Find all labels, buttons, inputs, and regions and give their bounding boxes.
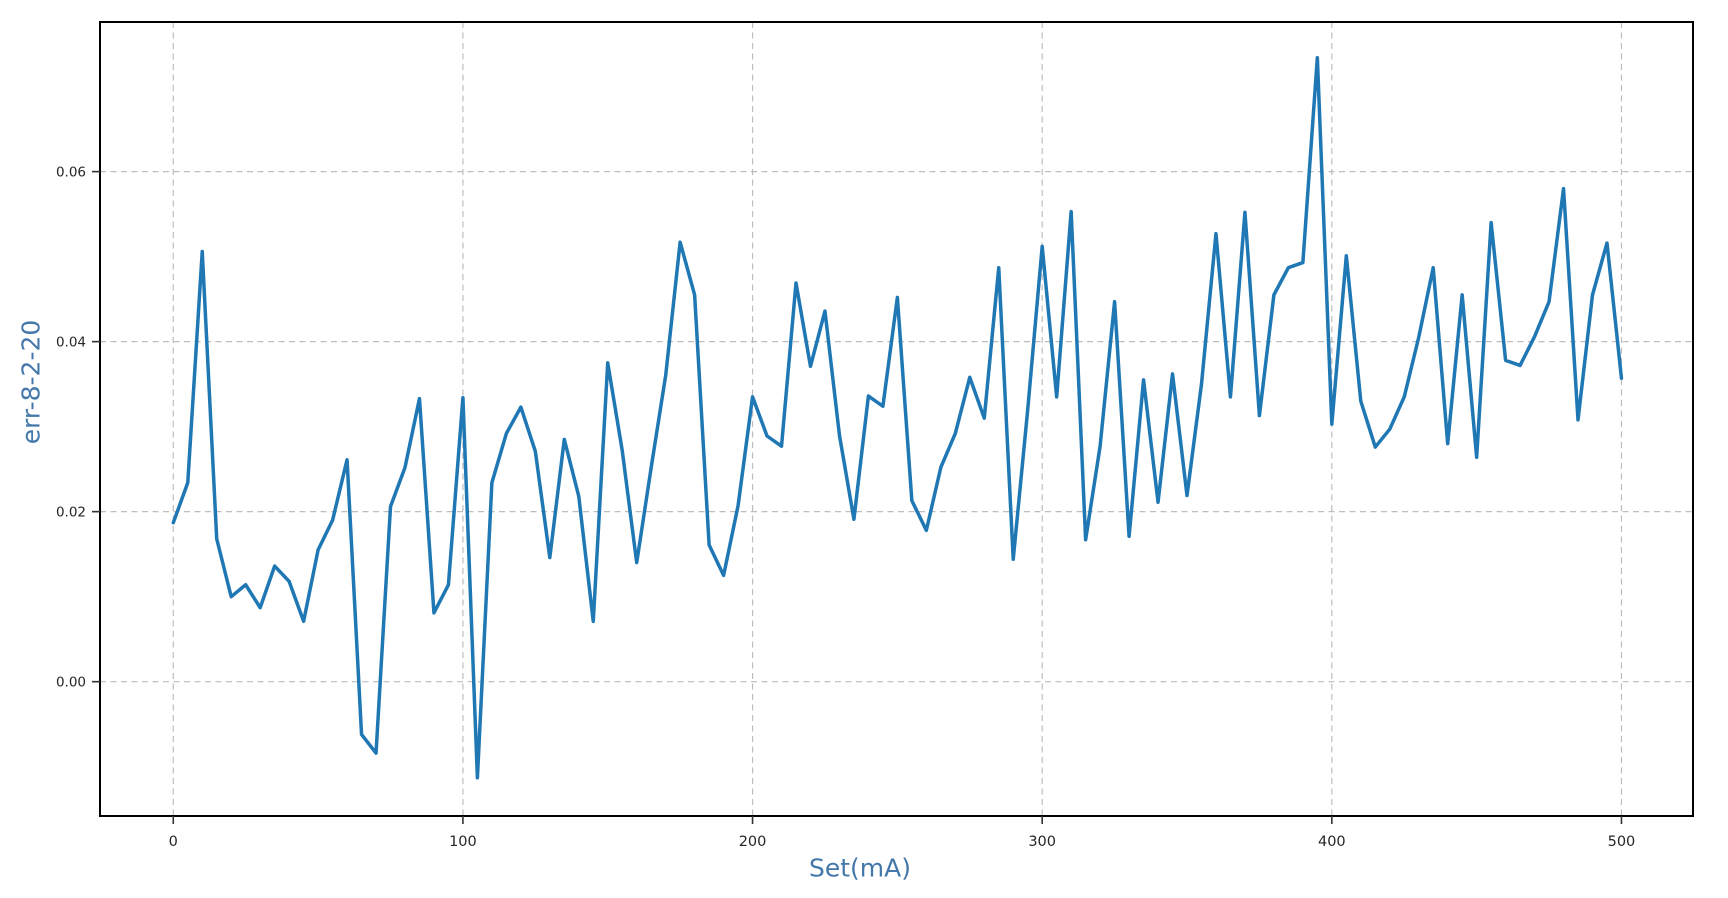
x-axis-label: Set(mA)	[808, 853, 912, 883]
x-tick-label: 200	[739, 834, 767, 850]
x-tick-label: 100	[449, 834, 477, 850]
x-tick-label: 500	[1608, 834, 1636, 850]
y-tick-label: 0.06	[56, 165, 86, 181]
x-tick-label: 300	[1028, 834, 1056, 850]
y-tick-label: 0.02	[56, 505, 86, 521]
data-line-series	[171, 55, 1624, 780]
x-tick-label: 400	[1318, 834, 1346, 850]
y-tick-label: 0.04	[56, 335, 86, 351]
x-tick-label: 0	[169, 834, 178, 850]
y-axis-label: err-8-2-20	[16, 319, 46, 445]
y-tick-label: 0.00	[56, 675, 86, 691]
plot-area	[100, 22, 1693, 816]
plot-border	[99, 21, 1694, 817]
